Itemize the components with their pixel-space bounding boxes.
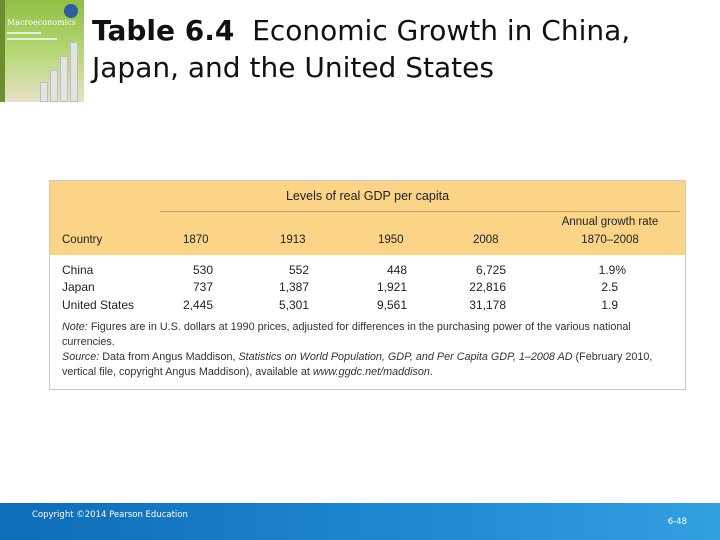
col-header-growth-rate: Annual growth rate bbox=[561, 216, 659, 228]
source-line: Source: Data from Angus Maddison, Statis… bbox=[62, 350, 677, 380]
table-footnotes: Note: Figures are in U.S. dollars at 199… bbox=[62, 320, 677, 380]
table-cell-1870: 530 bbox=[192, 263, 213, 277]
source-label: Source: bbox=[62, 351, 100, 363]
book-spine bbox=[0, 0, 5, 102]
cover-bar-graphic bbox=[60, 56, 68, 102]
table-cell-2008: 31,178 bbox=[469, 298, 506, 312]
cover-subtitle-line bbox=[7, 32, 41, 34]
note-label: Note: bbox=[62, 321, 88, 333]
source-title: Statistics on World Population, GDP, and… bbox=[238, 351, 573, 363]
table-cell-1950: 1,921 bbox=[376, 280, 407, 294]
edition-badge-icon bbox=[64, 4, 78, 18]
spanner-rule bbox=[160, 211, 680, 212]
note-text: Figures are in U.S. dollars at 1990 pric… bbox=[62, 321, 631, 348]
table-cell-country: United States bbox=[62, 298, 135, 312]
source-text-pre: Data from Angus Maddison, bbox=[102, 351, 236, 363]
table-cell-2008: 6,725 bbox=[475, 263, 506, 277]
col-header-country: Country bbox=[62, 234, 103, 246]
table-cell-growth: 1.9 bbox=[601, 298, 618, 312]
table-header: Levels of real GDP per capita Country 18… bbox=[50, 181, 685, 255]
col-header-1870: 1870 bbox=[183, 234, 209, 246]
slide-title: Table 6.4 Economic Growth in China, Japa… bbox=[92, 12, 712, 86]
table-cell-1913: 1,387 bbox=[278, 280, 309, 294]
copyright-text: Copyright ©2014 Pearson Education bbox=[32, 510, 188, 520]
table-number: Table 6.4 bbox=[92, 14, 235, 47]
col-header-1913: 1913 bbox=[280, 234, 306, 246]
note-line: Note: Figures are in U.S. dollars at 199… bbox=[62, 320, 677, 350]
table-cell-growth: 1.9% bbox=[598, 263, 626, 277]
table-cell-1870: 737 bbox=[192, 280, 213, 294]
cover-bar-graphic bbox=[40, 82, 48, 102]
table-cell-1913: 552 bbox=[288, 263, 309, 277]
table-cell-growth: 2.5 bbox=[601, 280, 618, 294]
cover-bar-graphic bbox=[70, 42, 78, 102]
book-cover-title: Macroeconomics bbox=[7, 18, 76, 27]
source-url-link[interactable]: www.ggdc.net/maddison bbox=[312, 366, 430, 378]
table-cell-country: Japan bbox=[62, 280, 95, 294]
source-text-post: (February 2010, vertical file, copyright… bbox=[62, 351, 653, 378]
cover-bar-graphic bbox=[50, 70, 58, 102]
col-header-2008: 2008 bbox=[473, 234, 499, 246]
table-cell-1870: 2,445 bbox=[182, 298, 213, 312]
table-cell-country: China bbox=[62, 263, 94, 277]
table-cell-1950: 9,561 bbox=[376, 298, 407, 312]
data-table: Levels of real GDP per capita Country 18… bbox=[49, 180, 686, 390]
table-cell-2008: 22,816 bbox=[469, 280, 506, 294]
page-number: 6-48 bbox=[667, 517, 687, 527]
table-cell-1913: 5,301 bbox=[278, 298, 309, 312]
table-cell-1950: 448 bbox=[386, 263, 407, 277]
cover-author-line bbox=[7, 38, 57, 40]
col-header-growth-period: 1870–2008 bbox=[581, 234, 639, 246]
slide-footer: Copyright ©2014 Pearson Education 6-48 bbox=[0, 503, 720, 540]
table-title-text: Economic Growth in China, Japan, and the… bbox=[92, 14, 631, 84]
book-cover-thumbnail: Macroeconomics bbox=[0, 0, 84, 102]
col-header-1950: 1950 bbox=[378, 234, 404, 246]
source-end: . bbox=[429, 366, 433, 378]
spanner-header: Levels of real GDP per capita bbox=[285, 189, 450, 203]
